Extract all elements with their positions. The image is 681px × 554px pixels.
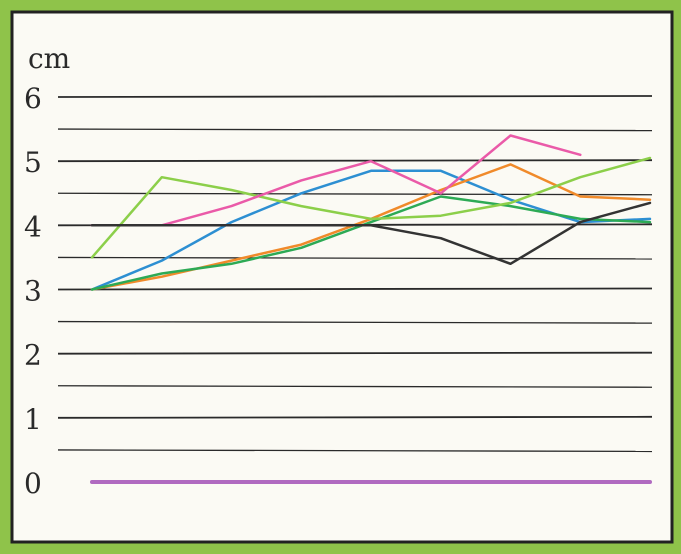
series-line: [90, 201, 652, 266]
chart-paper: [10, 10, 674, 544]
gridline: [57, 192, 653, 196]
gridline: [57, 95, 653, 98]
y-axis-unit-label: cm: [28, 42, 70, 75]
gridline: [57, 256, 653, 260]
gridline: [57, 320, 653, 324]
series-line: [90, 134, 582, 227]
gridline: [57, 128, 653, 132]
y-tick-label: 3: [24, 275, 42, 308]
y-tick-label: 5: [24, 146, 42, 179]
y-tick-label: 6: [24, 82, 42, 115]
series-line: [90, 195, 652, 291]
gridline: [57, 159, 653, 163]
gridline: [57, 415, 653, 419]
gridline: [57, 385, 653, 388]
y-tick-label: 1: [24, 403, 42, 436]
y-tick-labels: 0 1 2 3 4 5 6: [24, 82, 42, 500]
series-line: [90, 156, 652, 259]
gridline: [57, 351, 653, 355]
gridline: [57, 287, 653, 291]
y-tick-label: 0: [24, 467, 42, 500]
y-tick-label: 4: [24, 210, 42, 243]
gridline: [57, 449, 653, 453]
series-lines: [90, 134, 652, 484]
y-tick-label: 2: [24, 339, 42, 372]
